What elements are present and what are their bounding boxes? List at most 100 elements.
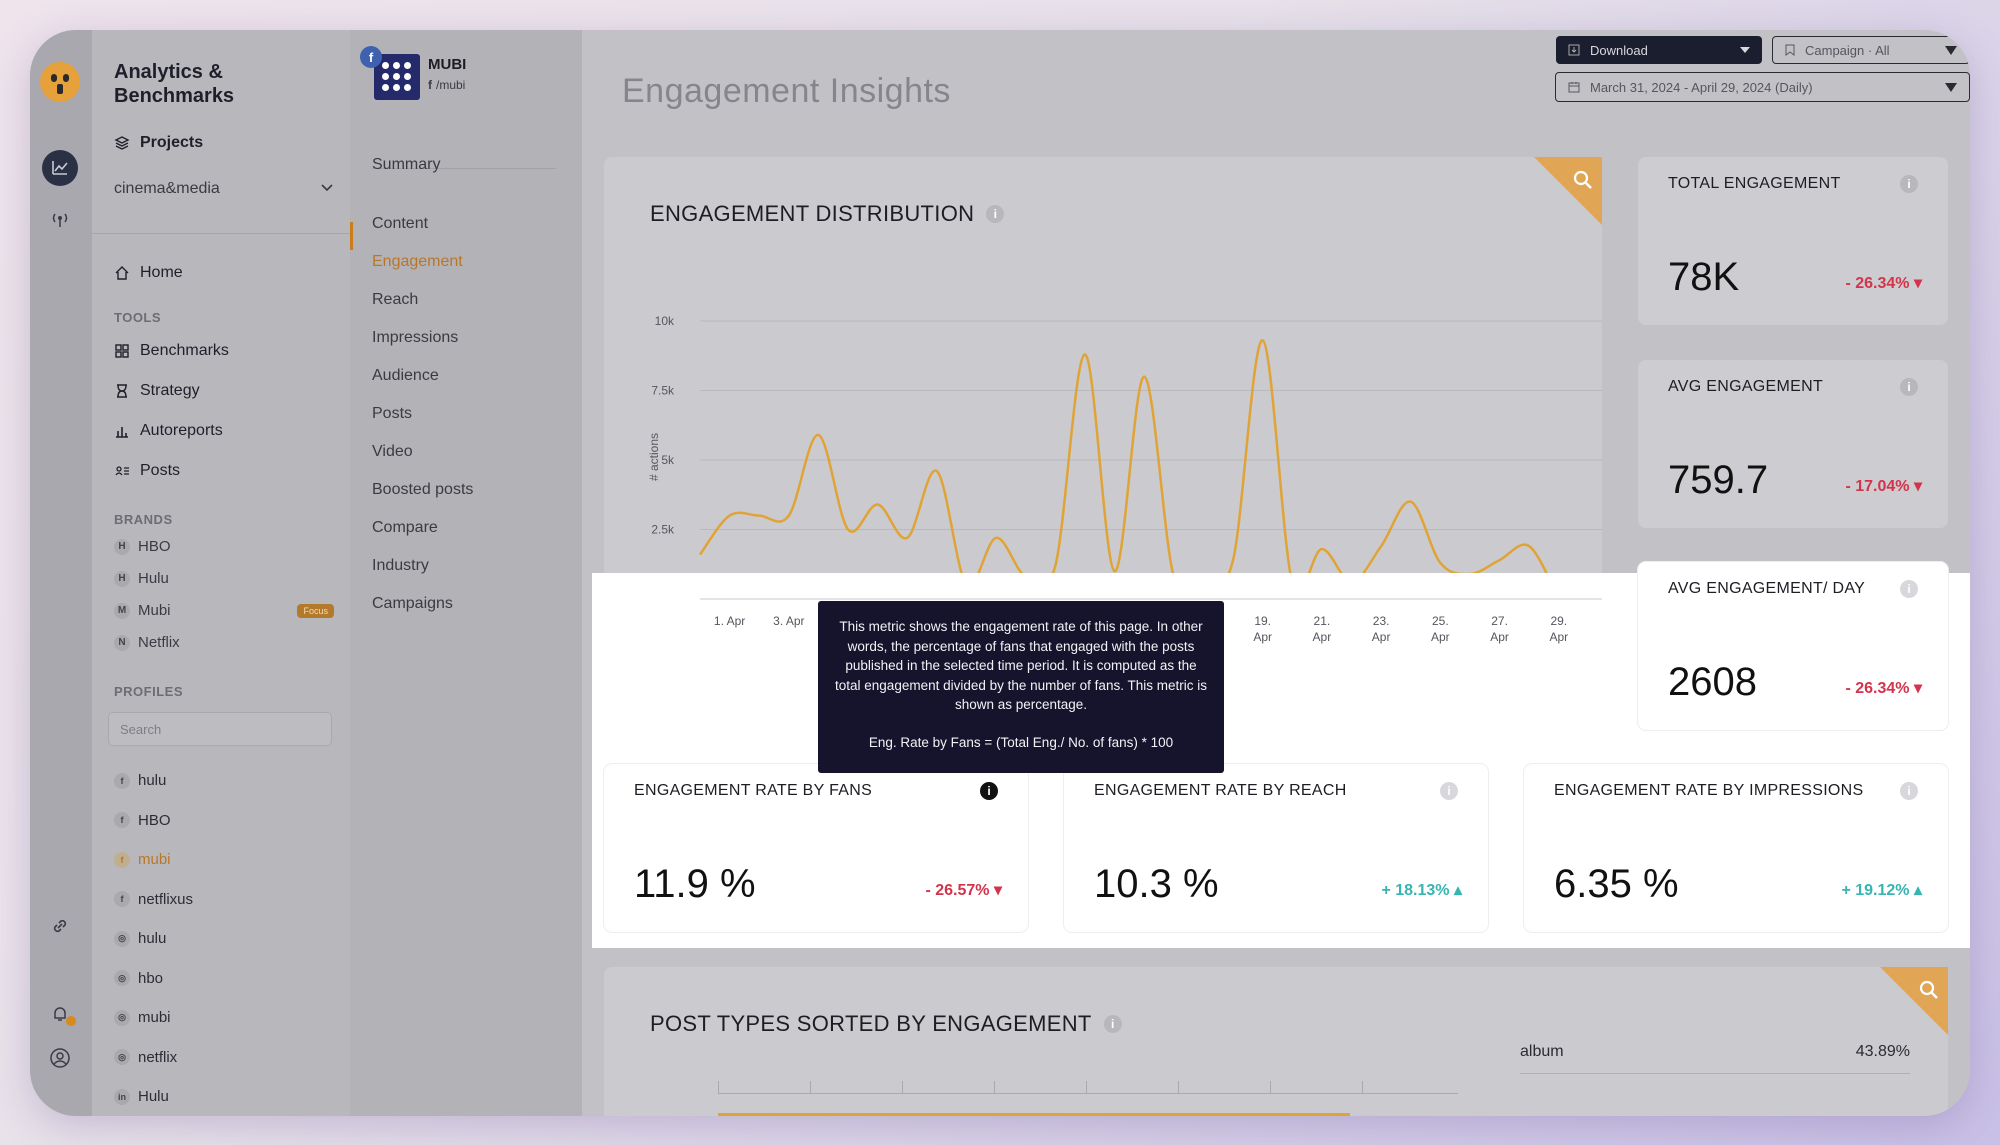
profile-item[interactable]: ◎ hbo [114, 970, 163, 987]
subnav-item-impressions[interactable]: Impressions [372, 329, 459, 346]
account-icon[interactable] [42, 1040, 78, 1076]
kpi-label: TOTAL ENGAGEMENT [1668, 175, 1841, 192]
broadcast-icon[interactable] [42, 202, 78, 238]
sidebar-item-benchmarks[interactable]: Benchmarks [114, 342, 229, 360]
caret-down-icon [1945, 82, 1957, 92]
campaign-label: Campaign · All [1805, 42, 1890, 58]
project-select[interactable]: cinema&media [114, 180, 334, 198]
profile-search-input[interactable]: Search [108, 712, 332, 746]
brand-letter: H [114, 538, 130, 555]
zoom-icon[interactable] [1918, 979, 1940, 1001]
brand-item[interactable]: H HBO [114, 538, 171, 555]
subnav-item-boosted-posts[interactable]: Boosted posts [372, 481, 474, 498]
kpi-change-text: + 19.12% [1841, 882, 1910, 899]
profile-item[interactable]: in Hulu [114, 1088, 169, 1105]
post-type-label: album [1520, 1043, 1564, 1060]
list-user-icon [115, 466, 129, 476]
profile-name: hulu [138, 772, 167, 789]
subnav-item-industry[interactable]: Industry [372, 557, 429, 574]
x-tick-label-line2: Apr [1253, 630, 1272, 644]
home-link[interactable]: Home [114, 264, 183, 282]
zoom-icon[interactable] [1572, 169, 1594, 191]
kpi-rate-by-reach: ENGAGEMENT RATE BY REACH i 10.3 % + 18.1… [1064, 764, 1488, 932]
campaign-select[interactable]: Campaign · All [1772, 36, 1970, 64]
profile-item[interactable]: ◎ hulu [114, 930, 166, 947]
brand-name: HBO [138, 538, 171, 555]
projects-label: Projects [140, 134, 204, 151]
sidebar-item-strategy[interactable]: Strategy [114, 382, 200, 400]
info-icon[interactable]: i [1440, 782, 1458, 800]
facebook-small-icon: f [428, 78, 432, 92]
kpi-change: - 26.34% ▾ [1845, 275, 1922, 292]
brand-item[interactable]: H Hulu [114, 570, 169, 587]
info-icon[interactable]: i [1900, 175, 1918, 193]
corner-accent [1880, 967, 1948, 1035]
info-icon[interactable]: i [1900, 580, 1918, 598]
info-icon[interactable]: i [1103, 1015, 1122, 1033]
page-avatar[interactable] [374, 54, 420, 100]
app-logo[interactable] [40, 62, 80, 102]
kpi-change-text: - 26.57% [925, 882, 990, 899]
kpi-value: 11.9 % [634, 862, 756, 906]
focus-badge: Focus [297, 603, 334, 618]
notifications-icon[interactable] [42, 996, 78, 1032]
kpi-label: ENGAGEMENT RATE BY IMPRESSIONS [1554, 782, 1864, 799]
subnav-item-reach[interactable]: Reach [372, 291, 419, 308]
facebook-icon: f [114, 772, 130, 789]
subnav-item-posts[interactable]: Posts [372, 405, 413, 422]
profile-name: netflixus [138, 890, 194, 908]
sidebar-item-autoreports[interactable]: Autoreports [114, 422, 223, 440]
brand-item[interactable]: N Netflix [114, 634, 180, 651]
projects-link[interactable]: Projects [114, 134, 203, 152]
kpi-value: 2608 [1668, 660, 1757, 704]
brand-item[interactable]: M Mubi Focus [114, 602, 334, 619]
kpi-avg-engagement: AVG ENGAGEMENT i 759.7 - 17.04% ▾ [1638, 360, 1948, 528]
profile-item[interactable]: ◎ mubi [114, 1009, 171, 1026]
bookmark-icon [1785, 44, 1795, 56]
subnav-item-summary[interactable]: Summary [372, 156, 441, 173]
x-tick-label: 25. [1432, 614, 1449, 628]
sidebar-item-posts[interactable]: Posts [114, 462, 180, 480]
profile-item[interactable]: f mubi [114, 851, 171, 868]
info-icon[interactable]: i [1900, 378, 1918, 396]
subnav-item-campaigns[interactable]: Campaigns [372, 595, 453, 612]
subnav-item-compare[interactable]: Compare [372, 519, 438, 536]
caret-down-icon [1945, 45, 1957, 55]
post-type-bar [718, 1113, 1350, 1116]
instagram-icon: ◎ [114, 1049, 130, 1065]
main-content: Engagement Insights Download Campaign · … [582, 30, 1970, 1116]
kpi-label: ENGAGEMENT RATE BY FANS [634, 782, 873, 799]
distribution-header: ENGAGEMENT DISTRIBUTION i [650, 201, 1005, 227]
info-icon[interactable]: i [986, 205, 1005, 223]
bar-tick [810, 1081, 811, 1093]
download-button[interactable]: Download [1556, 36, 1762, 64]
icon-rail [30, 30, 92, 1116]
page-name: MUBI [428, 56, 467, 73]
profile-item[interactable]: ◎ netflix [114, 1049, 177, 1066]
info-icon-active[interactable]: i [980, 782, 998, 800]
subnav-item-content[interactable]: Content [372, 215, 429, 232]
bar-tick [902, 1081, 903, 1093]
post-type-value: 43.89% [1855, 1043, 1910, 1060]
kpi-change: - 26.57% ▾ [925, 882, 1002, 899]
info-icon[interactable]: i [1900, 782, 1918, 800]
subnav-item-video[interactable]: Video [372, 443, 413, 460]
profile-item[interactable]: f netflixus [114, 891, 193, 908]
analytics-icon[interactable] [42, 150, 78, 186]
subnav-item-audience[interactable]: Audience [372, 367, 439, 384]
date-range-picker[interactable]: March 31, 2024 - April 29, 2024 (Daily) [1555, 72, 1970, 102]
link-icon[interactable] [42, 908, 78, 944]
sidebar-item-label: Posts [140, 462, 181, 479]
post-types-header: POST TYPES SORTED BY ENGAGEMENT i [650, 1011, 1122, 1037]
brands-heading: BRANDS [114, 512, 173, 527]
profile-item[interactable]: f HBO [114, 812, 171, 829]
profile-item[interactable]: f hulu [114, 772, 166, 789]
layers-icon [114, 136, 130, 150]
subnav-item-engagement[interactable]: Engagement [372, 253, 463, 270]
kpi-label: AVG ENGAGEMENT [1668, 378, 1824, 395]
facebook-icon: f [360, 46, 382, 68]
bar-tick [1178, 1081, 1179, 1093]
section-nav: f MUBI f /mubi Summary Content Engagement R… [350, 30, 582, 1116]
x-tick-label: 23. [1373, 614, 1390, 628]
hourglass-icon [117, 384, 127, 398]
